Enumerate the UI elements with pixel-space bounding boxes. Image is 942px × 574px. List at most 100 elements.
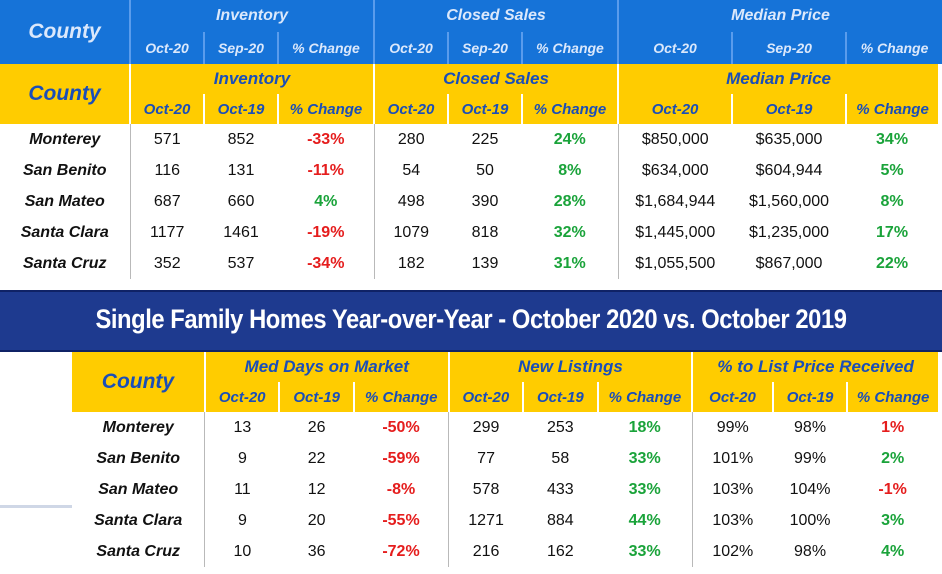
county-name: Monterey — [102, 418, 174, 436]
column-header: Oct-20 — [691, 382, 773, 412]
column-header: Oct-19 — [203, 94, 278, 124]
table-cell: 1177 — [129, 217, 204, 248]
table-cell: 139 — [471, 254, 499, 272]
page-title: Single Family Homes Year-over-Year - Oct… — [95, 304, 847, 334]
county-name: Santa Cruz — [22, 254, 107, 272]
column-header: Oct-20 — [617, 32, 733, 64]
table-cell: 98% — [794, 418, 827, 436]
inventory-sales-price-table: County Inventory Closed Sales Median Pri… — [0, 64, 939, 279]
divider — [0, 505, 72, 508]
change-cell: -72% — [382, 542, 420, 560]
column-header: % Change — [520, 32, 619, 64]
table-cell: 433 — [546, 480, 574, 498]
table-row: San Mateo 687 660 4% 498 390 28% $1,684,… — [0, 186, 938, 217]
divider — [938, 64, 942, 290]
table-cell: 390 — [471, 192, 499, 210]
table-cell: 182 — [373, 248, 449, 279]
table-cell: 104% — [789, 480, 831, 498]
change-cell: 32% — [553, 223, 586, 241]
column-header: % Change — [521, 94, 619, 124]
median-price-group-header: Median Price — [617, 64, 939, 94]
table-cell: 1271 — [448, 505, 524, 536]
table-cell: 103% — [691, 474, 773, 505]
table-cell: 102% — [691, 536, 773, 567]
change-cell: 8% — [880, 192, 904, 210]
column-header: Sep-20 — [731, 32, 847, 64]
table-row: Santa Clara 1177 1461 -19% 1079 818 32% … — [0, 217, 938, 248]
column-header: Oct-20 — [447, 382, 524, 412]
change-cell: 8% — [558, 161, 582, 179]
inventory-group-header: Inventory — [128, 64, 375, 94]
column-header: % Change — [845, 94, 939, 124]
table-cell: 116 — [129, 155, 204, 186]
table-cell: 100% — [789, 511, 831, 529]
closed-sales-group-header: Closed Sales — [372, 0, 619, 32]
table-cell: 9 — [204, 443, 280, 474]
column-header: % Change — [845, 32, 942, 64]
change-cell: 5% — [880, 161, 904, 179]
change-cell: -55% — [382, 511, 420, 529]
change-cell: 18% — [628, 418, 661, 436]
background-table-header: County Inventory Closed Sales Median Pri… — [0, 0, 942, 64]
table-cell: 99% — [691, 412, 773, 443]
county-name: San Benito — [96, 449, 180, 467]
change-cell: -11% — [307, 161, 344, 179]
column-header: Oct-19 — [278, 382, 354, 412]
table-cell: $634,000 — [617, 155, 733, 186]
column-header: Oct-20 — [373, 94, 449, 124]
list-price-received-group-header: % to List Price Received — [691, 352, 938, 382]
column-header: Oct-20 — [129, 32, 204, 64]
column-header: Oct-19 — [522, 382, 598, 412]
table-row: Monterey 571 852 -33% 280 225 24% $850,0… — [0, 124, 938, 155]
column-header: % Change — [352, 382, 449, 412]
change-cell: 31% — [553, 254, 586, 272]
column-header: Oct-19 — [731, 94, 847, 124]
column-header: % Change — [596, 382, 693, 412]
change-cell: 4% — [314, 192, 338, 210]
table-cell: 36 — [307, 542, 326, 560]
table-cell: 131 — [227, 161, 255, 179]
table-cell: 299 — [448, 412, 524, 443]
change-cell: -19% — [307, 223, 345, 241]
table-cell: 216 — [448, 536, 524, 567]
table-cell: 10 — [204, 536, 280, 567]
change-cell: 24% — [553, 130, 586, 148]
table-cell: 498 — [373, 186, 449, 217]
county-header: County — [28, 20, 101, 43]
county-name: Santa Clara — [20, 223, 109, 241]
days-listings-listprice-table: County Med Days on Market New Listings %… — [72, 352, 938, 567]
change-cell: -1% — [878, 480, 907, 498]
table-cell: $867,000 — [755, 254, 823, 272]
column-header: Sep-20 — [447, 32, 522, 64]
column-header: Oct-20 — [373, 32, 448, 64]
column-header: % Change — [277, 32, 374, 64]
table-cell: 12 — [307, 480, 326, 498]
county-name: Santa Clara — [94, 511, 183, 529]
table-cell: $850,000 — [617, 124, 733, 155]
table-cell: 77 — [448, 443, 524, 474]
table-cell: 253 — [546, 418, 574, 436]
table-cell: $604,944 — [755, 161, 823, 179]
table-row: San Mateo 11 12 -8% 578 433 33% 103% 104… — [72, 474, 938, 505]
county-header: County — [0, 64, 130, 124]
change-cell: -34% — [307, 254, 345, 272]
table-cell: 98% — [794, 542, 827, 560]
county-name: San Mateo — [24, 192, 105, 210]
table-cell: 162 — [546, 542, 574, 560]
closed-sales-group-header: Closed Sales — [373, 64, 619, 94]
table-cell: 58 — [551, 449, 570, 467]
change-cell: -50% — [382, 418, 420, 436]
column-header: Oct-20 — [129, 94, 204, 124]
change-cell: 17% — [876, 223, 909, 241]
change-cell: 3% — [881, 511, 905, 529]
change-cell: 2% — [881, 449, 905, 467]
table-cell: 352 — [129, 248, 204, 279]
table-cell: 54 — [373, 155, 449, 186]
table-row: Santa Cruz 352 537 -34% 182 139 31% $1,0… — [0, 248, 938, 279]
change-cell: 4% — [881, 542, 905, 560]
table-row: San Benito 116 131 -11% 54 50 8% $634,00… — [0, 155, 938, 186]
table-cell: 103% — [691, 505, 773, 536]
table-cell: 884 — [546, 511, 574, 529]
change-cell: -59% — [382, 449, 420, 467]
change-cell: 44% — [628, 511, 661, 529]
